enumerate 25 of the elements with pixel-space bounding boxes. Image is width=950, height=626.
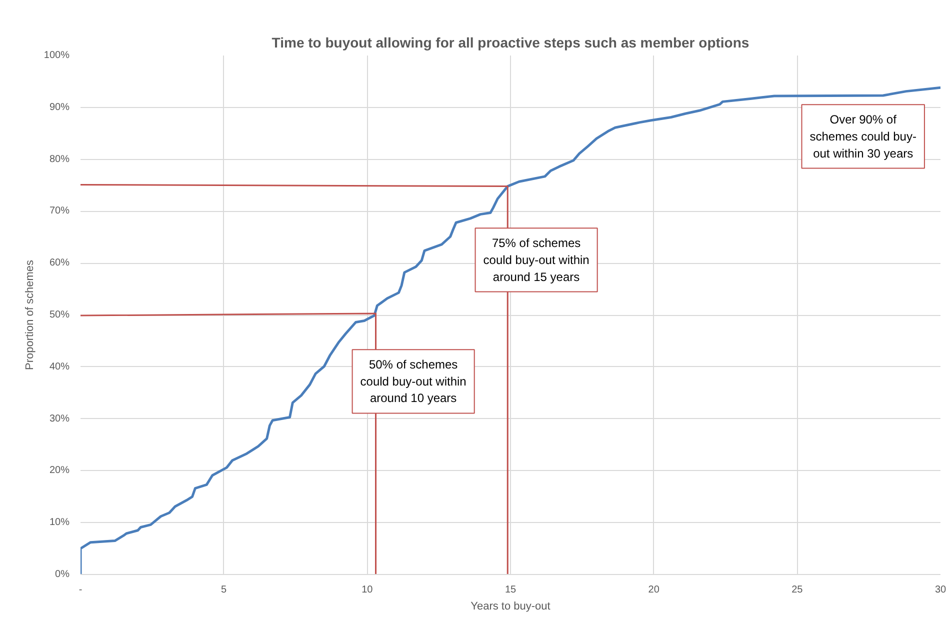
y-tick-label: 0% <box>55 569 70 580</box>
y-tick-label: 60% <box>49 258 70 269</box>
annotation: 50% of schemes could buy-out within around 10 years <box>360 358 466 406</box>
y-tick-label: 80% <box>49 154 70 165</box>
y-tick-label: 50% <box>49 310 70 320</box>
x-tick-label: 15 <box>504 584 516 596</box>
chart-title: Time to buyout allowing for all proactive steps such as member options <box>272 34 750 50</box>
annotation: 75% of schemes could buy-out within around 15 years <box>483 236 590 284</box>
y-tick-label: 20% <box>49 465 70 476</box>
x-tick-label: 30 <box>934 584 946 596</box>
y-tick-label: 90% <box>49 102 70 113</box>
x-tick-label: 20 <box>648 584 660 596</box>
y-tick-label: 40% <box>49 361 70 372</box>
x-tick-label: 5 <box>221 584 228 596</box>
x-axis-title: Years to buy-out <box>470 600 550 612</box>
line-series <box>80 86 940 574</box>
annotation: Over 90% of schemes could buy- out within 30 years <box>810 112 916 160</box>
x-tick-label: 10 <box>362 584 374 596</box>
x-tick-label: - <box>78 584 82 596</box>
x-tick-label: 25 <box>792 584 804 596</box>
y-tick-label: 10% <box>49 517 70 528</box>
y-axis-title: Proportion of schemes <box>24 259 36 370</box>
y-tick-label: 70% <box>49 206 70 217</box>
y-tick-label: 30% <box>49 413 70 424</box>
y-tick-label: 100% <box>44 50 70 61</box>
